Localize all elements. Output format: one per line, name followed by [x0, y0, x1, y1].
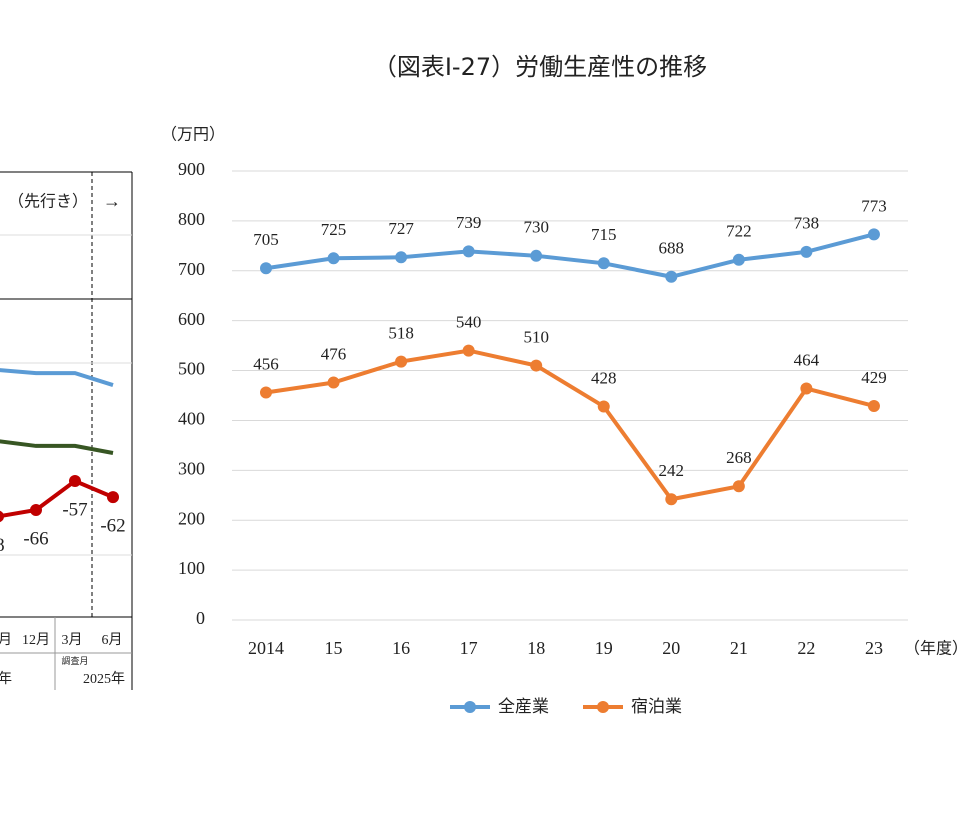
legend-marker	[464, 701, 476, 713]
y-tick-label: 200	[178, 508, 205, 528]
point	[0, 510, 4, 523]
year-label: 2025年	[83, 671, 125, 687]
x-tick-label: 20	[662, 638, 680, 658]
x-tick-label: 月	[0, 632, 12, 648]
x-tick-label: 16	[392, 638, 410, 658]
point	[665, 493, 678, 506]
series-line	[0, 478, 114, 519]
point	[69, 475, 81, 488]
y-tick-label: 0	[196, 608, 205, 628]
point	[665, 270, 678, 283]
x-tick-label: 12月	[22, 632, 50, 648]
year-label: 年	[0, 671, 12, 687]
survey-note: 調査月	[61, 655, 88, 666]
point	[800, 245, 813, 258]
data-label: 727	[388, 219, 414, 238]
y-tick-label: 900	[178, 159, 205, 179]
y-tick-label: 400	[178, 409, 205, 429]
series-line	[265, 232, 875, 279]
x-tick-label: 19	[595, 638, 613, 658]
series-line	[0, 439, 114, 455]
data-label: 476	[321, 344, 347, 363]
x-unit: （年度）	[904, 640, 968, 658]
point	[395, 355, 408, 368]
data-label: 773	[861, 196, 887, 215]
series-line	[0, 368, 114, 387]
data-label: -62	[100, 515, 125, 536]
point	[597, 257, 610, 270]
y-tick-label: 700	[178, 259, 205, 279]
left-frame	[0, 171, 133, 690]
point	[30, 504, 42, 516]
y-tick-label: 600	[178, 309, 205, 329]
point	[327, 376, 340, 389]
legend-label: 宿泊業	[631, 697, 682, 717]
x-tick-label: 2014	[248, 638, 284, 658]
legend-marker	[597, 701, 609, 713]
point	[395, 251, 408, 264]
data-label: 456	[253, 354, 279, 373]
point	[867, 399, 880, 412]
x-tick-label: 23	[865, 638, 883, 658]
x-tick-label: 21	[730, 638, 748, 658]
data-label: 722	[726, 222, 752, 241]
point	[732, 253, 745, 266]
point	[462, 245, 475, 258]
point	[867, 228, 880, 241]
point	[107, 491, 119, 504]
data-label: 715	[591, 225, 617, 244]
data-label: 739	[456, 213, 482, 232]
legend-label: 全産業	[498, 697, 549, 717]
y-tick-label: 100	[178, 558, 205, 578]
series-line	[265, 348, 875, 502]
data-label: 540	[456, 313, 482, 332]
point	[530, 249, 543, 262]
x-tick-label: 3月	[62, 632, 83, 648]
point	[260, 386, 272, 399]
data-label: 518	[388, 323, 414, 342]
data-label: 464	[794, 350, 820, 369]
data-label: -66	[23, 528, 48, 549]
data-label: 510	[523, 327, 549, 346]
y-tick-label: 800	[178, 209, 205, 229]
point	[800, 382, 813, 395]
point	[327, 252, 340, 265]
point	[260, 262, 272, 275]
x-tick-label: 22	[797, 638, 815, 658]
data-label: 268	[726, 448, 752, 467]
point	[597, 400, 610, 413]
data-label: 428	[591, 368, 617, 387]
x-tick-label: 6月	[102, 632, 123, 648]
x-tick-label: 18	[527, 638, 545, 658]
data-label: 242	[659, 461, 685, 480]
data-label: 705	[253, 230, 279, 249]
y-tick-label: 300	[178, 458, 205, 478]
data-label: 429	[861, 368, 887, 387]
point	[530, 359, 543, 372]
data-label: 725	[321, 220, 347, 239]
data-label: -68	[0, 535, 5, 556]
annotation: （先行き）	[8, 193, 88, 211]
x-tick-label: 17	[460, 638, 478, 658]
arrow: →	[103, 191, 121, 211]
point	[732, 480, 745, 493]
y-tick-label: 500	[178, 359, 205, 379]
data-label: 688	[659, 239, 685, 258]
y-unit: （万円）	[161, 126, 225, 144]
x-tick-label: 15	[325, 638, 343, 658]
data-label: -57	[62, 499, 87, 520]
data-label: 730	[523, 218, 549, 237]
point	[462, 344, 475, 357]
data-label: 738	[794, 214, 820, 233]
chart-title: （図表Ⅰ-27）労働生産性の推移	[373, 53, 707, 81]
